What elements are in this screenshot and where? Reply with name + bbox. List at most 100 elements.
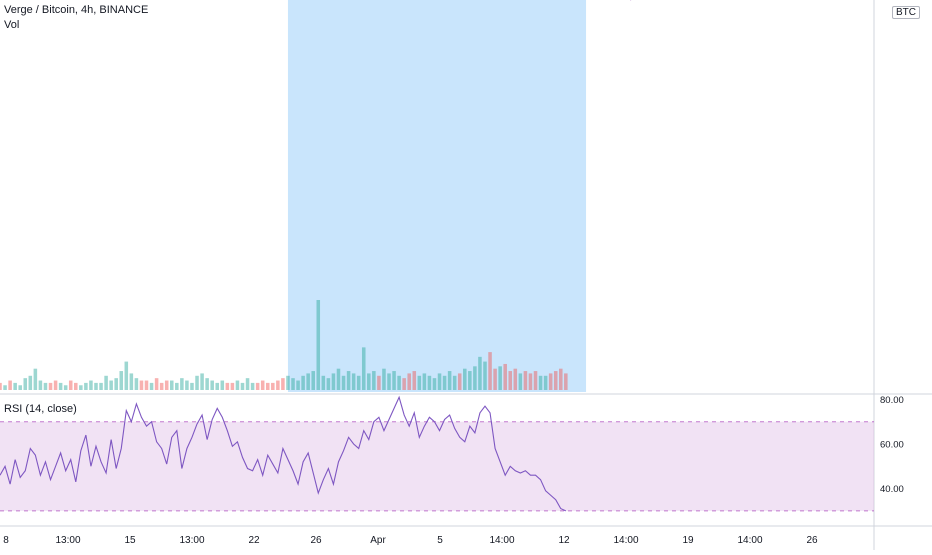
time-tick-label: 5 [437, 535, 443, 546]
rsi-band [0, 421, 874, 511]
volume-bar [255, 382, 260, 390]
volume-bar [129, 373, 134, 390]
volume-bar [190, 382, 194, 390]
volume-bar [74, 382, 78, 390]
volume-bar [134, 378, 139, 390]
volume-bar [432, 378, 437, 390]
volume-bar [33, 368, 38, 390]
volume-bar [139, 380, 144, 390]
volume-bar [351, 373, 356, 390]
currency-badge[interactable]: BTC [892, 6, 920, 19]
volume-bar [89, 380, 93, 390]
volume-bar [245, 378, 250, 390]
fib-extension-zone [287, 0, 587, 392]
volume-bar [457, 373, 462, 390]
volume-bar [559, 368, 563, 390]
volume-bar [79, 385, 83, 390]
fibonacci-retracement: 0(0.00000093)0.236(0.00000084)0.382(0.00… [287, 0, 587, 392]
volume-bar [205, 378, 209, 390]
volume-bar [8, 380, 12, 390]
volume-bar [164, 380, 169, 390]
volume-bar [397, 375, 401, 390]
volume-label: Vol [4, 19, 20, 31]
volume-bar [427, 375, 432, 390]
volume-bar [311, 371, 315, 390]
volume-bar [240, 382, 245, 390]
time-tick-label: 14:00 [489, 535, 514, 546]
volume-bar [114, 378, 118, 390]
volume-bar [518, 373, 523, 390]
volume-bar [361, 347, 366, 390]
volume-bar [437, 373, 442, 390]
volume-bar [543, 375, 548, 390]
volume-bar [124, 361, 129, 390]
time-tick-label: 15 [124, 535, 136, 546]
volume-bar [215, 382, 220, 390]
volume-bar [58, 382, 63, 390]
volume-bar [463, 368, 467, 390]
volume-bar [281, 378, 285, 390]
rsi-pane [0, 395, 874, 512]
volume-bar [94, 382, 98, 390]
volume-bar [144, 380, 149, 390]
volume-bar [387, 373, 391, 390]
volume-bar [43, 382, 48, 390]
volume-bar [68, 380, 73, 390]
volume-bar [336, 368, 341, 390]
volume-bar [483, 361, 487, 390]
volume-bar [28, 375, 33, 390]
time-tick-label: 26 [806, 535, 818, 546]
volume-bar [508, 371, 513, 390]
rsi-tick-label: 80.00 [880, 395, 904, 406]
volume-bar [230, 382, 235, 390]
volume-bars [0, 300, 568, 390]
volume-bar [306, 373, 310, 390]
volume-bar [48, 382, 53, 390]
volume-bar [13, 382, 17, 390]
volume-bar [498, 366, 502, 390]
volume-bar [210, 380, 214, 390]
volume-bar [528, 373, 533, 390]
rsi-line [0, 395, 567, 512]
volume-bar [417, 375, 422, 390]
volume-bar [225, 382, 230, 390]
volume-bar [356, 375, 361, 390]
volume-bar [321, 375, 326, 390]
volume-bar [53, 380, 58, 390]
time-tick-label: 8 [3, 535, 9, 546]
volume-bar [346, 371, 351, 390]
volume-bar [170, 380, 174, 390]
price-axis: 0.000001000.000000950.000000900.00000085… [880, 395, 904, 495]
time-tick-label: 13:00 [179, 535, 204, 546]
volume-bar [513, 368, 518, 390]
volume-bar [564, 373, 568, 390]
rsi-label: RSI (14, close) [4, 403, 77, 415]
time-tick-label: Apr [370, 535, 386, 546]
volume-bar [422, 373, 427, 390]
symbol-title: Verge / Bitcoin, 4h, BINANCE [4, 4, 149, 16]
volume-bar [468, 371, 472, 390]
time-tick-label: 19 [682, 535, 694, 546]
volume-bar [301, 375, 305, 390]
volume-bar [377, 375, 381, 390]
volume-bar [220, 380, 225, 390]
time-tick-label: 14:00 [737, 535, 762, 546]
volume-bar [412, 371, 417, 390]
volume-bar [538, 375, 543, 390]
volume-bar [119, 371, 124, 390]
volume-bar [235, 380, 240, 390]
volume-bar [250, 382, 255, 390]
volume-bar [407, 373, 411, 390]
volume-bar [341, 375, 346, 390]
volume-bar [84, 382, 88, 390]
volume-bar [63, 385, 68, 390]
volume-bar [331, 373, 336, 390]
volume-bar [316, 300, 321, 390]
volume-bar [3, 385, 7, 390]
volume-bar [372, 371, 376, 390]
volume-bar [447, 371, 452, 390]
volume-bar [548, 373, 553, 390]
volume-bar [276, 380, 280, 390]
